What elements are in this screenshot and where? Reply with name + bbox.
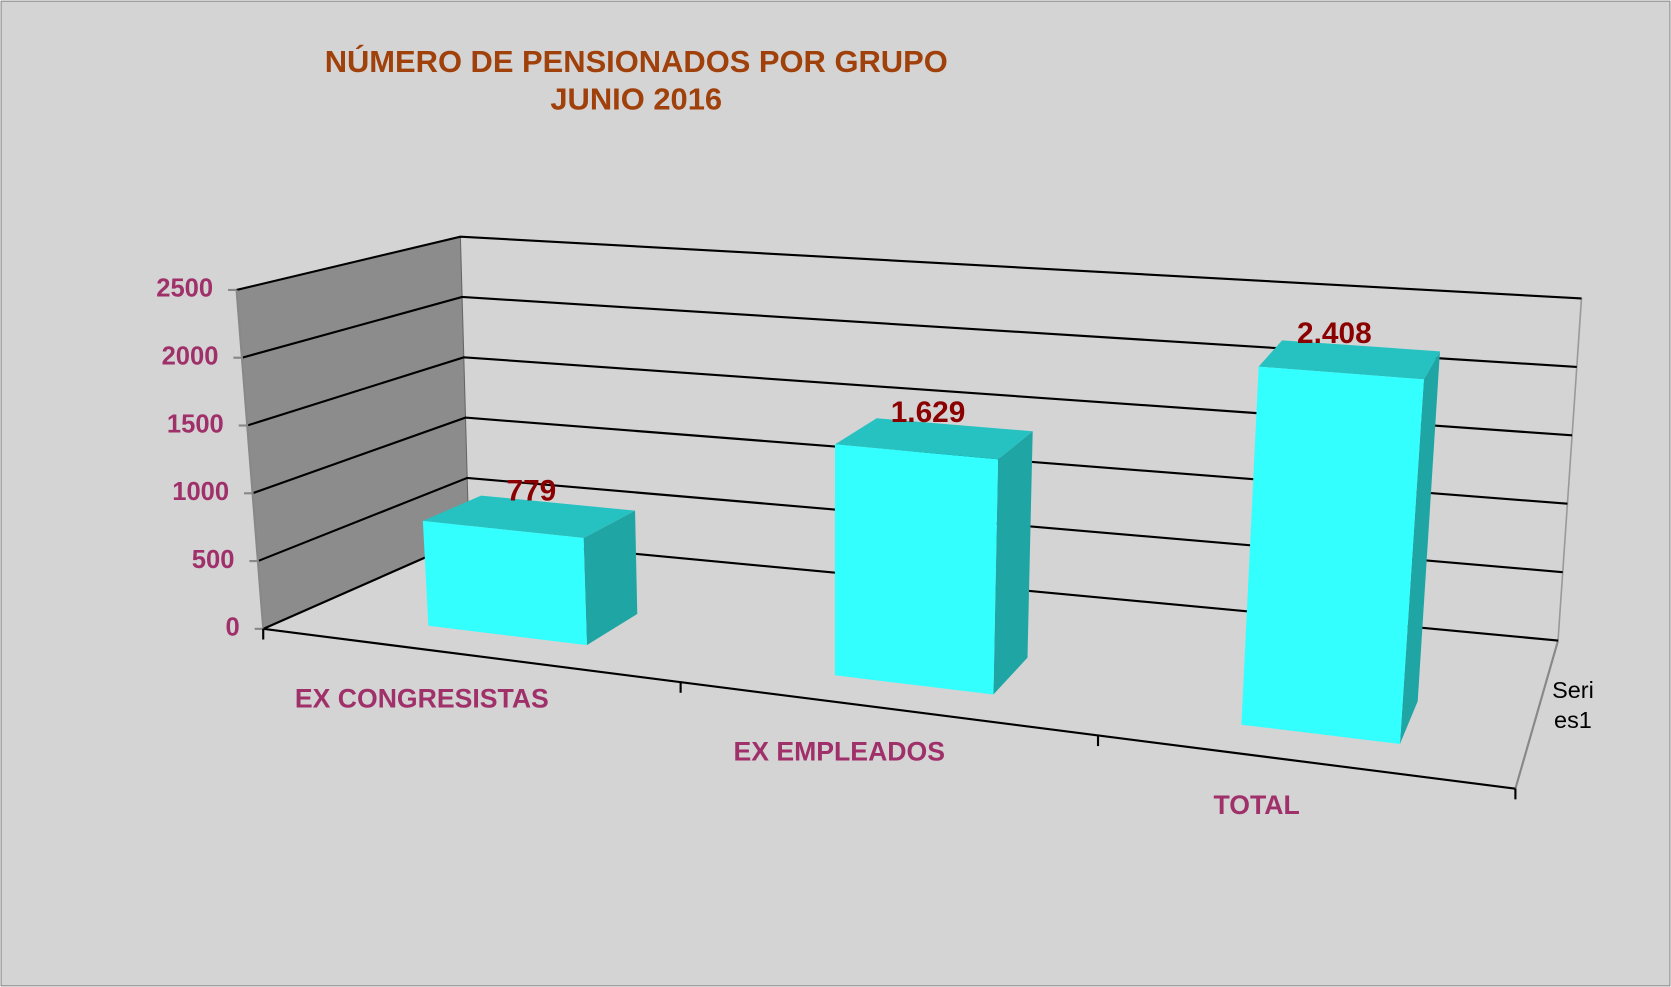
grid-line [257, 476, 1563, 574]
grid-line [236, 235, 1582, 300]
bar [834, 444, 999, 695]
bar-top [422, 495, 636, 539]
x-tick-label: TOTAL [1213, 790, 1299, 820]
bar [1241, 366, 1424, 744]
x-axis [263, 627, 1516, 790]
y-tick-label: 500 [192, 546, 235, 574]
series-name: Series1 [1552, 676, 1594, 734]
series-label-box: Series1 [1552, 676, 1594, 734]
x-tick-label: EX CONGRESISTAS [295, 683, 549, 713]
y-axis [235, 289, 265, 629]
bar-side [583, 510, 638, 646]
bar-top [834, 418, 1033, 460]
bar-top [1258, 340, 1440, 380]
y-tick-label: 1000 [172, 478, 229, 506]
bar-side [993, 431, 1033, 695]
y-tick-label: 2500 [156, 275, 213, 303]
grid-line [252, 416, 1568, 505]
chart-subtitle: JUNIO 2016 [550, 81, 722, 116]
bar [422, 520, 587, 646]
value-label: 779 [507, 474, 557, 507]
depth-axis [1514, 640, 1560, 789]
value-label: 1.629 [891, 396, 966, 429]
y-tick-label: 1500 [167, 410, 224, 438]
y-tick-label: 2000 [162, 342, 219, 370]
grid-line [241, 295, 1577, 368]
grid-line [246, 356, 1573, 437]
bar-side [1399, 351, 1440, 744]
y-tick-label: 0 [226, 614, 240, 642]
x-tick-label: EX EMPLEADOS [733, 737, 945, 767]
value-label: 2.408 [1297, 317, 1372, 350]
chart-title: NÚMERO DE PENSIONADOS POR GRUPO [325, 43, 948, 79]
